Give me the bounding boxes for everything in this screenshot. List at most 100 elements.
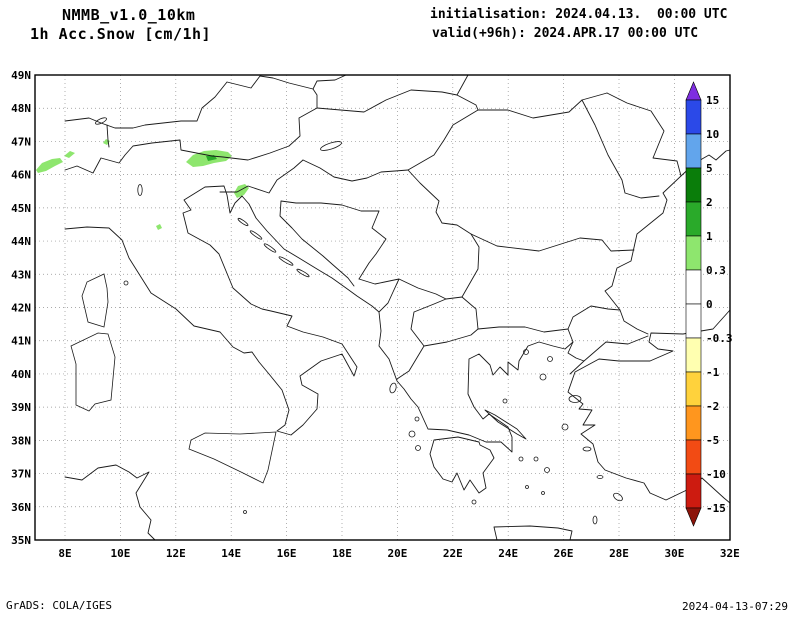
generation-timestamp: 2024-04-13-07:29 — [682, 600, 788, 613]
coastline-peloponnese — [429, 436, 495, 494]
valid-time: valid(+96h): 2024.APR.17 00:00 UTC — [432, 26, 699, 41]
colorbar-band — [685, 269, 702, 305]
variable-name: 1h Acc.Snow [cm/1h] — [30, 25, 212, 43]
coastline-sicily — [188, 431, 277, 484]
map-frame — [34, 74, 731, 541]
border-austria-east — [288, 88, 318, 147]
axis-labels: 8E 10E 12E 14E 16E 18E 20E 22E 24E 26E 28E 30E 32E 49… — [11, 69, 740, 560]
lon-tick-label: 20E — [387, 547, 407, 560]
colorbar-tick-label: -15 — [706, 502, 726, 515]
island-limnos — [539, 373, 547, 381]
island-corfu — [389, 382, 397, 394]
lat-tick-label: 45N — [11, 202, 31, 215]
border-romania-ukraine-north — [477, 92, 608, 119]
colorbar: 15 10 5 2 1 0.3 0 -0.3 -1 -2 -5 -10 -15 — [685, 81, 733, 527]
island-elba — [123, 280, 129, 286]
island-kos — [596, 475, 604, 479]
lake-constance — [95, 117, 107, 125]
border-slovakia-hungary-ukraine — [316, 74, 479, 113]
lat-tick-label: 37N — [11, 468, 31, 481]
lon-tick-label: 8E — [58, 547, 71, 560]
colorbar-tick-label: 5 — [706, 162, 713, 175]
colorbar-tick-label: 0.3 — [706, 264, 726, 277]
grads-credit: GrADS: COLA/IGES — [6, 599, 112, 612]
snow-patch-apennines — [156, 224, 162, 230]
lat-tick-label: 42N — [11, 302, 31, 315]
border-rhine-liechtenstein — [106, 124, 110, 148]
coastline-sardinia — [70, 332, 116, 412]
border-drina-serbia-bosnia — [358, 210, 387, 280]
colorbar-band — [685, 473, 702, 509]
colorbar-band — [685, 371, 702, 407]
colorbar-tick-label: -10 — [706, 468, 726, 481]
colorbar-arrow-top — [685, 81, 702, 101]
coastline-black-sea-west — [604, 149, 731, 335]
colorbar-arrow-bottom — [685, 507, 702, 527]
lon-tick-label: 30E — [664, 547, 684, 560]
croatian-islands-2 — [249, 230, 263, 240]
initialisation-time: initialisation: 2024.04.13. 00:00 UTC — [430, 7, 728, 22]
island-sporades — [502, 398, 508, 404]
border-northern-alps-czech — [64, 74, 347, 129]
border-moldova-ukraine-dniester — [606, 92, 682, 177]
model-name: NMMB_v1.0_10km — [62, 6, 196, 24]
island-chios — [561, 423, 569, 431]
lon-tick-label: 22E — [443, 547, 463, 560]
lat-tick-label: 39N — [11, 401, 31, 414]
border-alps-south — [64, 139, 290, 174]
border-north-macedonia — [410, 296, 479, 347]
island-santorini — [541, 491, 545, 495]
croatian-islands-4 — [278, 256, 294, 266]
border-hungary-south — [302, 159, 409, 182]
colorbar-band — [685, 303, 702, 339]
coastline-north-africa — [64, 464, 156, 541]
lat-tick-label: 48N — [11, 102, 31, 115]
lat-tick-label: 47N — [11, 135, 31, 148]
croatian-islands-5 — [296, 268, 310, 278]
island-malta — [243, 510, 247, 514]
coastline-marmara — [567, 335, 649, 375]
lon-tick-label: 18E — [332, 547, 352, 560]
lat-tick-label: 43N — [11, 268, 31, 281]
border-hungary-romania-serbia — [407, 109, 479, 235]
colorbar-tick-label: 1 — [706, 230, 713, 243]
coastline-turkey — [567, 309, 731, 504]
border-bulgaria-turkey — [567, 305, 621, 330]
border-serbia-bulgaria — [461, 233, 480, 298]
colorbar-tick-label: 0 — [706, 298, 713, 311]
border-danube-bulgaria-romania — [470, 233, 635, 252]
island-cyclades-1 — [518, 456, 524, 462]
island-zakynthos — [415, 445, 421, 451]
island-naxos — [544, 467, 550, 473]
colorbar-tick-label: 2 — [706, 196, 713, 209]
lake-balaton — [320, 141, 342, 151]
lat-tick-label: 38N — [11, 434, 31, 447]
island-thasos — [523, 349, 529, 355]
border-bulgaria-greece-evros — [477, 326, 574, 343]
croatian-islands-1 — [237, 217, 249, 227]
colorbar-band — [685, 235, 702, 271]
island-kefalonia — [408, 430, 416, 438]
border-slovenia-croatia — [219, 159, 304, 194]
island-cyclades-2 — [533, 456, 539, 462]
colorbar-tick-label: -1 — [706, 366, 720, 379]
coastline-corsica — [81, 273, 109, 328]
colorbar-band — [685, 337, 702, 373]
island-karpathos — [592, 515, 598, 525]
colorbar-band — [685, 405, 702, 441]
lon-tick-label: 16E — [277, 547, 297, 560]
snow-patch-western-alps — [36, 158, 63, 173]
island-lefkada — [414, 416, 420, 422]
border-prut-danube-delta — [581, 99, 660, 199]
lat-tick-label: 41N — [11, 335, 31, 348]
lat-tick-label: 46N — [11, 169, 31, 182]
lon-tick-label: 26E — [554, 547, 574, 560]
colorbar-band — [685, 201, 702, 237]
colorbar-tick-label: 10 — [706, 128, 719, 141]
lake-garda — [137, 184, 143, 196]
colorbar-tick-label: -2 — [706, 400, 719, 413]
snow-patch-western-alps-ext — [64, 151, 75, 158]
coastline-crete — [493, 525, 573, 541]
colorbar-band — [685, 167, 702, 203]
